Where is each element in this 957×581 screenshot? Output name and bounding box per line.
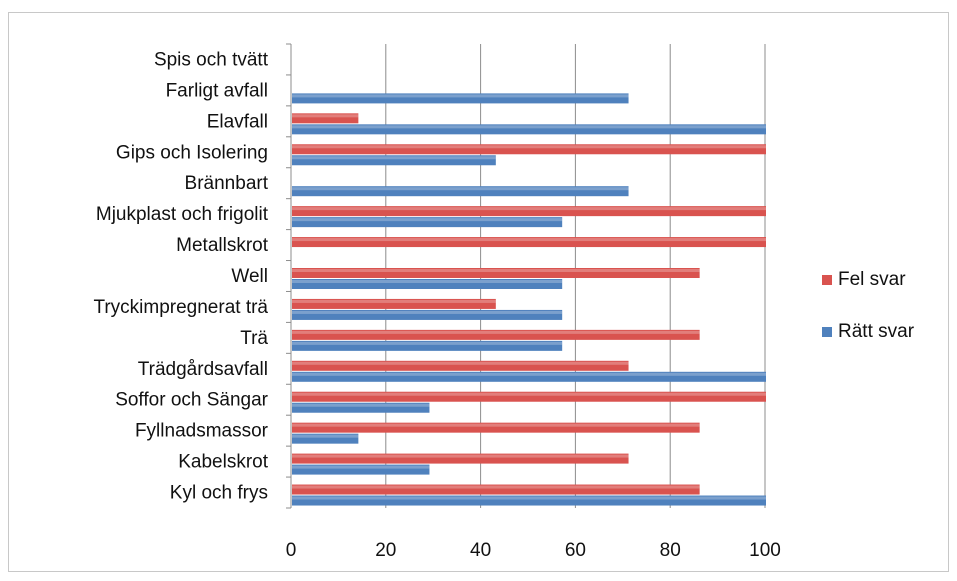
- legend-swatch-fel-svar: [822, 275, 832, 285]
- bar-ratt-svar: [292, 93, 629, 104]
- category-label: Gips och Isolering: [116, 142, 268, 163]
- bar-highlight: [292, 218, 563, 222]
- bar-highlight: [292, 125, 766, 129]
- bar-ratt-svar: [292, 309, 563, 320]
- bar-fel-svar: [292, 113, 359, 124]
- bar-highlight: [292, 238, 766, 242]
- category-label: Kyl och frys: [170, 483, 268, 504]
- bar-highlight: [292, 299, 496, 303]
- legend-item-fel-svar: Fel svar: [822, 268, 914, 292]
- bar-highlight: [292, 403, 430, 407]
- legend-label-ratt-svar: Rätt svar: [838, 321, 915, 342]
- legend-swatch-ratt-svar: [822, 327, 832, 337]
- bar-highlight: [292, 310, 563, 314]
- tick-labels: 0 20 40 60 80 100: [286, 540, 781, 561]
- bar-highlight: [292, 94, 629, 98]
- category-label: Kabelskrot: [178, 452, 268, 473]
- bar-highlight: [292, 485, 700, 489]
- bar-highlight: [292, 496, 766, 500]
- bar-highlight: [292, 434, 359, 438]
- category-label: Trädgårdsavfall: [138, 359, 268, 380]
- bar-ratt-svar: [292, 464, 430, 475]
- x-tick-label: 0: [286, 540, 297, 561]
- bar-highlight: [292, 392, 766, 396]
- bar-highlight: [292, 114, 359, 118]
- legend-label-fel-svar: Fel svar: [838, 269, 906, 290]
- bar-ratt-svar: [292, 371, 766, 382]
- bar-highlight: [292, 187, 629, 191]
- bar-fel-svar: [292, 453, 629, 464]
- category-label: Elavfall: [207, 111, 268, 132]
- x-tick-label: 20: [375, 540, 396, 561]
- bar-ratt-svar: [292, 124, 766, 135]
- category-label: Farligt avfall: [166, 80, 268, 101]
- bar-highlight: [292, 423, 700, 427]
- bar-highlight: [292, 145, 766, 149]
- category-label: Brännbart: [185, 173, 269, 194]
- bar-fel-svar: [292, 329, 700, 340]
- bar-ratt-svar: [292, 402, 430, 413]
- x-tick-label: 60: [565, 540, 586, 561]
- bar-ratt-svar: [292, 186, 629, 197]
- bar-highlight: [292, 372, 766, 376]
- category-label: Spis och tvätt: [154, 49, 269, 70]
- x-tick-label: 40: [470, 540, 491, 561]
- bar-highlight: [292, 341, 563, 345]
- bar-fel-svar: [292, 144, 766, 155]
- bar-fel-svar: [292, 206, 766, 217]
- bar-fel-svar: [292, 391, 766, 402]
- bar-ratt-svar: [292, 340, 563, 351]
- legend-item-ratt-svar: Rätt svar: [822, 320, 914, 344]
- bar-ratt-svar: [292, 217, 563, 228]
- x-tick-label: 80: [660, 540, 681, 561]
- legend: Fel svar Rätt svar: [822, 268, 914, 372]
- bar-highlight: [292, 269, 700, 272]
- bar-highlight: [292, 207, 766, 211]
- bar-highlight: [292, 465, 430, 469]
- bar-highlight: [292, 361, 629, 365]
- category-label: Metallskrot: [176, 235, 269, 256]
- bars: [292, 93, 766, 506]
- category-label: Mjukplast och frigolit: [96, 204, 269, 225]
- bar-fel-svar: [292, 422, 700, 433]
- bar-ratt-svar: [292, 433, 359, 444]
- bar-ratt-svar: [292, 279, 563, 289]
- chart-frame: [8, 12, 949, 572]
- bar-fel-svar: [292, 360, 629, 371]
- category-label: Well: [231, 266, 268, 287]
- bar-ratt-svar: [292, 495, 766, 506]
- x-tick-label: 100: [749, 540, 781, 561]
- bar-fel-svar: [292, 484, 700, 495]
- bar-fel-svar: [292, 237, 766, 248]
- bar-highlight: [292, 454, 629, 458]
- bar-fel-svar: [292, 298, 496, 309]
- bar-highlight: [292, 280, 563, 283]
- category-label: Soffor och Sängar: [115, 390, 268, 411]
- category-label: Tryckimpregnerat trä: [93, 297, 268, 318]
- bar-fel-svar: [292, 268, 700, 278]
- category-label: Fyllnadsmassor: [135, 421, 269, 442]
- bar-highlight: [292, 156, 496, 160]
- category-labels: Spis och tvätt Farligt avfall Elavfall Gips…: [93, 49, 268, 503]
- category-label: Trä: [240, 328, 268, 349]
- axes: [286, 43, 292, 509]
- bar-highlight: [292, 330, 700, 334]
- bar-ratt-svar: [292, 155, 496, 166]
